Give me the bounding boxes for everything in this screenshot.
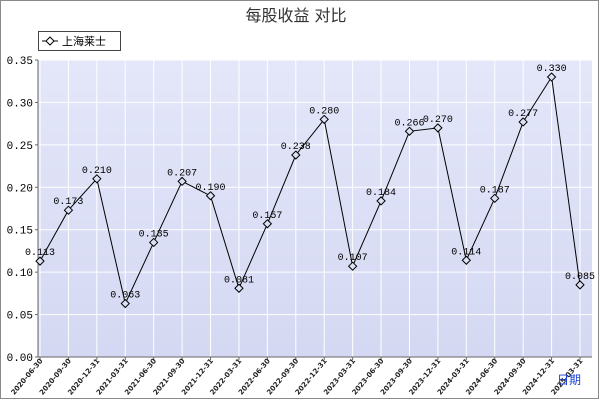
data-point-marker: [92, 174, 102, 184]
data-label: 0.085: [565, 272, 595, 283]
data-point-marker: [546, 72, 557, 82]
data-point-marker: [262, 219, 273, 229]
x-axis-label: 日期: [557, 373, 581, 387]
data-label: 0.063: [110, 291, 140, 302]
series-lines: [39, 75, 581, 306]
gridlines: [38, 59, 592, 357]
data-label: 0.270: [423, 115, 453, 126]
data-point-marker: [63, 205, 74, 215]
data-label: 0.277: [508, 109, 538, 120]
y-axis-ticks: 0.00 0.05 0.10 0.15 0.20 0.25 0.30 0.35: [7, 56, 38, 365]
data-label: 0.330: [537, 64, 567, 75]
data-label: 0.238: [281, 142, 311, 153]
data-point-marker: [490, 193, 500, 204]
data-label: 0.157: [252, 211, 282, 222]
data-label: 0.184: [366, 188, 396, 199]
y-tick-label: 0.25: [7, 141, 33, 153]
data-point-marker: [35, 256, 45, 266]
axes: [37, 60, 592, 358]
y-tick-label: 0.20: [7, 183, 33, 195]
data-label: 0.266: [394, 118, 424, 129]
data-point-marker: [205, 191, 216, 201]
data-point-marker: [234, 283, 244, 293]
legend: 上海莱士: [38, 31, 121, 51]
data-label: 0.173: [53, 197, 83, 208]
data-label: 0.210: [82, 166, 112, 177]
data-labels: 0.113 0.173 0.210 0.063 0.135 0.207 0.190 0.081…: [25, 64, 595, 302]
data-point-marker: [575, 280, 585, 290]
data-point-marker: [347, 261, 358, 271]
data-label: 0.081: [224, 275, 254, 286]
data-label: 0.113: [25, 248, 55, 259]
data-point-marker: [148, 237, 159, 248]
series-line: [39, 75, 581, 306]
legend-box: [38, 31, 121, 51]
data-point-marker: [291, 150, 301, 160]
data-label: 0.280: [309, 106, 339, 117]
data-label: 0.207: [167, 168, 197, 179]
y-tick-label: 0.00: [7, 353, 33, 365]
y-tick-label: 0.05: [7, 311, 33, 323]
data-point-marker: [518, 117, 528, 127]
data-point-marker: [461, 255, 472, 265]
data-point-marker: [376, 196, 386, 206]
legend-diamond-icon: [45, 36, 55, 46]
y-tick-label: 0.30: [7, 98, 33, 110]
y-tick-label: 0.35: [7, 56, 33, 68]
data-label: 0.135: [139, 229, 169, 240]
y-tick-label: 0.10: [7, 268, 33, 280]
data-point-marker: [404, 126, 415, 136]
data-point-marker: [177, 176, 187, 187]
legend-label: 上海莱士: [62, 34, 106, 48]
data-label: 0.107: [338, 253, 368, 264]
data-label: 0.190: [196, 183, 226, 194]
data-point-marker: [120, 298, 130, 309]
data-label: 0.114: [451, 247, 481, 258]
chart-title: 每股收益 对比: [245, 6, 346, 25]
y-tick-label: 0.15: [7, 226, 33, 238]
plot-area: [38, 60, 592, 357]
data-point-marker: [433, 123, 443, 133]
data-label: 0.187: [480, 185, 510, 196]
data-point-markers: [35, 72, 585, 309]
data-point-marker: [319, 114, 329, 125]
